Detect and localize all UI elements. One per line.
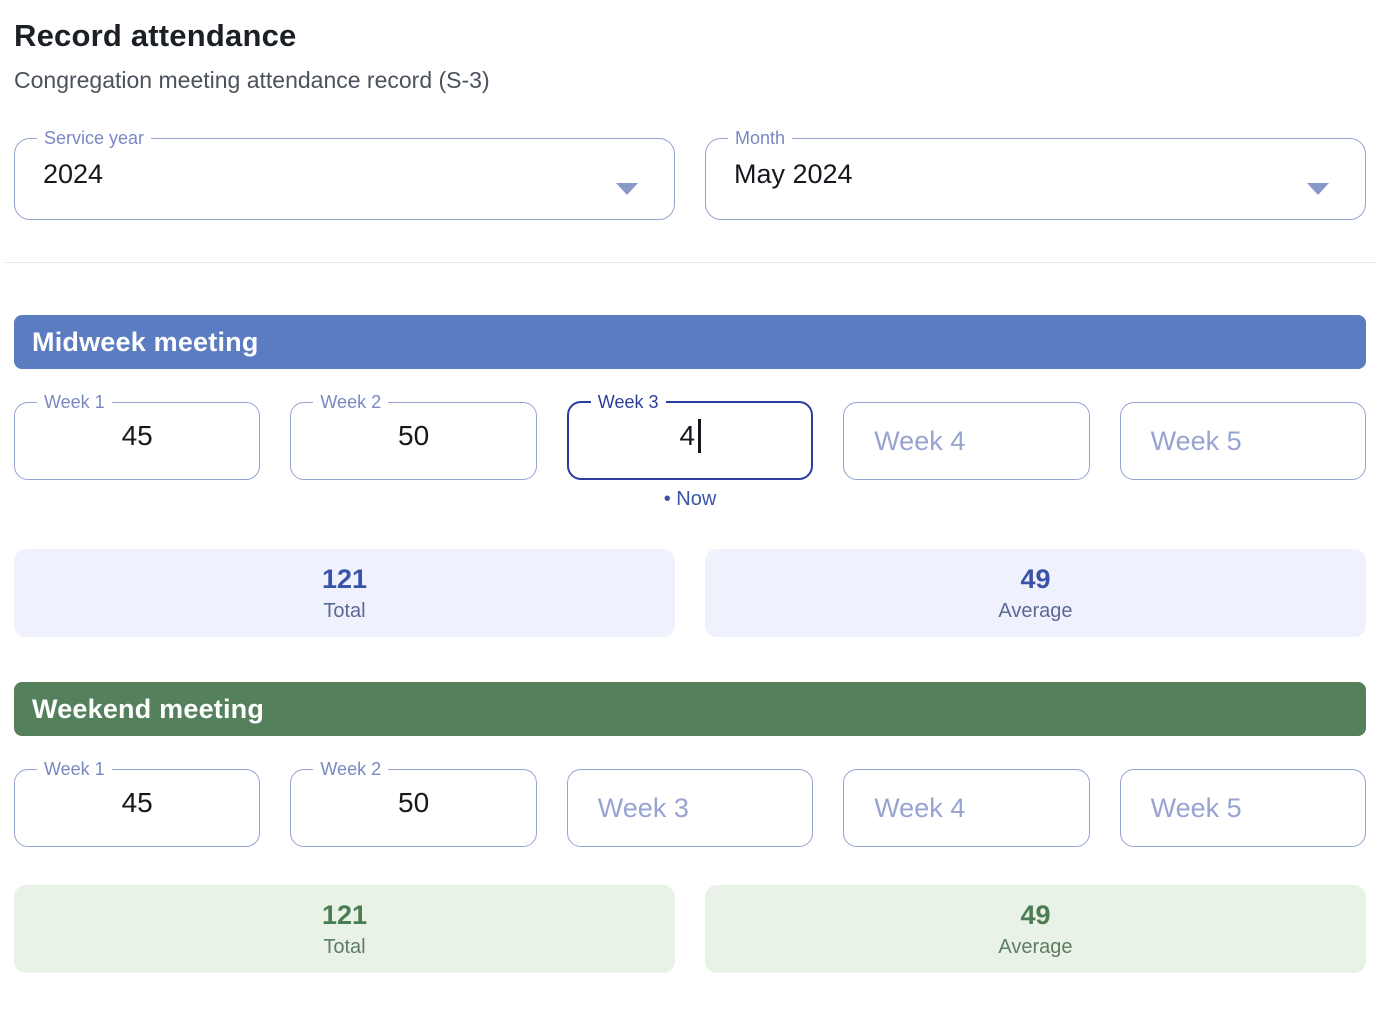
- weekend-week3-field: [566, 769, 814, 847]
- month-select[interactable]: Month May 2024: [705, 128, 1366, 220]
- weekend-week1-field: Week 1: [14, 759, 261, 847]
- midweek-week1-label: Week 1: [44, 392, 105, 412]
- weekend-week2-field: Week 2: [290, 759, 537, 847]
- month-value: May 2024: [734, 159, 853, 189]
- midweek-section-header: Midweek meeting: [14, 315, 1366, 369]
- weekend-week4-input[interactable]: [844, 770, 1089, 846]
- weekend-week4-field: [843, 769, 1090, 847]
- weekend-total-value: 121: [321, 899, 368, 930]
- midweek-week3-label: Week 3: [597, 392, 659, 412]
- midweek-week3-text: 4: [679, 420, 696, 451]
- month-label: Month: [735, 128, 786, 148]
- midweek-week4-input[interactable]: [844, 403, 1089, 479]
- midweek-week3-value: 4: [569, 410, 811, 462]
- weekend-average-card: 49 Average: [705, 885, 1366, 973]
- midweek-week1-field: Week 1: [14, 392, 261, 480]
- weekend-week5-field: [1119, 769, 1366, 847]
- midweek-average-card: 49 Average: [705, 549, 1366, 637]
- midweek-total-label: Total: [323, 599, 366, 622]
- chevron-down-icon: [1307, 182, 1329, 195]
- weekend-week2-input[interactable]: [291, 779, 536, 835]
- weekend-week5-input[interactable]: [1120, 770, 1365, 846]
- weekend-total-label: Total: [323, 935, 366, 958]
- record-attendance-page: Record attendance Congregation meeting a…: [5, 18, 1375, 973]
- midweek-week5-field: [1119, 402, 1366, 480]
- page-subtitle: Congregation meeting attendance record (…: [14, 67, 490, 93]
- chevron-down-icon: [616, 182, 638, 195]
- text-cursor: [698, 419, 701, 453]
- weekend-week2-label: Week 2: [320, 759, 382, 779]
- now-hint: • Now: [663, 488, 717, 510]
- midweek-section: Midweek meeting Week 1 Week 2 Week 3 4: [14, 315, 1366, 637]
- midweek-week5-input[interactable]: [1120, 403, 1365, 479]
- midweek-average-value: 49: [1020, 563, 1051, 594]
- midweek-summary-row: 121 Total 49 Average: [14, 549, 1366, 637]
- midweek-total-value: 121: [321, 563, 368, 594]
- midweek-average-label: Average: [998, 599, 1073, 622]
- service-year-value: 2024: [43, 159, 104, 189]
- midweek-week1-input[interactable]: [15, 412, 260, 468]
- service-year-select[interactable]: Service year 2024: [14, 128, 675, 220]
- midweek-week4-field: [843, 402, 1090, 480]
- weekend-section-header: Weekend meeting: [14, 682, 1366, 736]
- midweek-week2-label: Week 2: [320, 392, 382, 412]
- midweek-hint-row: • Now: [14, 488, 1366, 511]
- midweek-total-card: 121 Total: [14, 549, 675, 637]
- weekend-weeks-row: Week 1 Week 2: [14, 759, 1366, 847]
- weekend-average-value: 49: [1020, 899, 1051, 930]
- midweek-week2-field: Week 2: [290, 392, 537, 480]
- weekend-section: Weekend meeting Week 1 Week 2 121: [14, 682, 1366, 973]
- weekend-week3-input[interactable]: [567, 770, 813, 846]
- midweek-weeks-row: Week 1 Week 2 Week 3 4: [14, 392, 1366, 480]
- weekend-summary-row: 121 Total 49 Average: [14, 885, 1366, 973]
- midweek-week2-input[interactable]: [291, 412, 536, 468]
- page-title: Record attendance: [14, 18, 297, 53]
- weekend-week1-input[interactable]: [15, 779, 260, 835]
- weekend-total-card: 121 Total: [14, 885, 675, 973]
- filters-row: Service year 2024 Month May 2024: [14, 128, 1366, 220]
- divider: [5, 262, 1375, 263]
- service-year-label: Service year: [44, 128, 145, 148]
- midweek-week3-field-focused[interactable]: Week 3 4: [566, 392, 814, 480]
- weekend-week1-label: Week 1: [44, 759, 105, 779]
- weekend-average-label: Average: [998, 935, 1073, 958]
